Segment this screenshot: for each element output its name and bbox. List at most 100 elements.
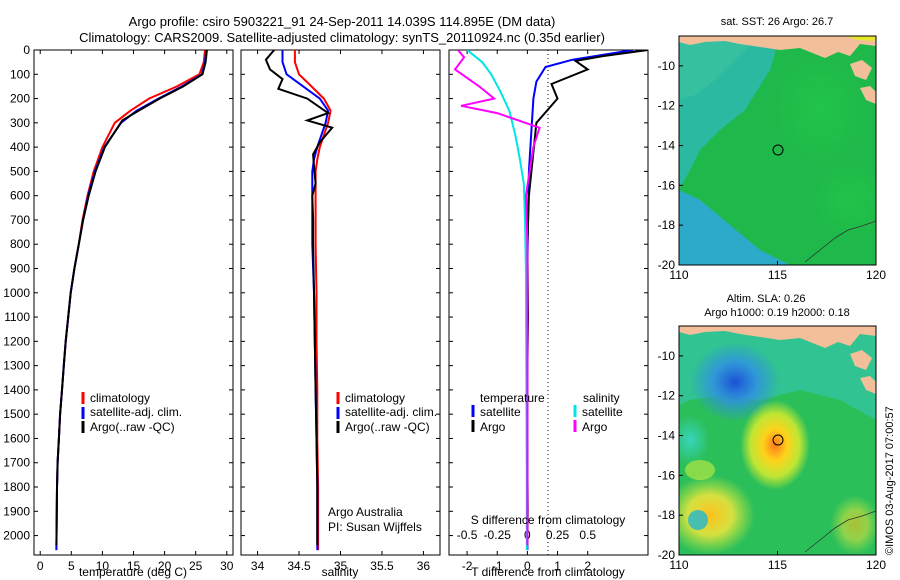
legend-temperature-title: temperature (480, 391, 545, 405)
temperature-panel: 0100200300400500600700800900100011001200… (3, 43, 233, 579)
figure-title: Argo profile: csiro 5903221_91 24-Sep-20… (129, 14, 556, 29)
depth-tick-label: 200 (10, 92, 30, 106)
x-tick-label: 10 (96, 559, 110, 573)
series-line-satellite-adj-clim- (55, 50, 208, 551)
lat-tick-label: -10 (658, 349, 676, 363)
legend-argo: Argo(..raw -QC) (345, 420, 430, 434)
x-tick-label: 35 (334, 559, 348, 573)
argo-position-marker (772, 434, 784, 446)
lon-tick-label: 110 (669, 268, 688, 282)
salinity-axis: 34 34.5 35 35.5 36 (251, 50, 430, 573)
depth-tick-label: 1200 (3, 334, 30, 348)
x-tick-label: 25 (189, 559, 203, 573)
s-difference-tick-label: -0.5 (457, 528, 478, 542)
temperature-legend: climatology satellite-adj. clim. Argo(..… (81, 391, 182, 434)
figure-subtitle: Climatology: CARS2009. Satellite-adjuste… (79, 30, 605, 45)
lon-tick-label: 120 (866, 558, 886, 572)
sla-map-title: Altim. SLA: 0.26 (727, 293, 806, 305)
series-line-temperature-argo (526, 50, 648, 546)
depth-tick-label: 2000 (3, 529, 30, 543)
x-tick-label: 34.5 (287, 559, 311, 573)
lon-tick-label: 115 (768, 268, 787, 282)
s-difference-tick-label: 0.25 (546, 528, 570, 542)
lat-tick-label: -12 (658, 389, 676, 403)
x-tick-label: 35.5 (370, 559, 394, 573)
x-tick-label: 30 (220, 559, 234, 573)
depth-tick-label: 0 (23, 43, 30, 57)
x-tick-label: 1 (554, 559, 561, 573)
lat-tick-label: -20 (658, 548, 676, 562)
depth-tick-label: 1400 (3, 383, 30, 397)
t-difference-axis: -2 -1 0 1 2 (462, 50, 591, 573)
depth-tick-label: 300 (10, 116, 30, 130)
salinity-axis-label: salinity (322, 565, 359, 579)
depth-tick-label: 1300 (3, 359, 30, 373)
legend-s-satellite: satellite (582, 405, 623, 419)
depth-tick-label: 1000 (3, 286, 30, 300)
lat-tick-label: -20 (658, 258, 676, 272)
legend-satellite-adj: satellite-adj. clim. (90, 405, 182, 419)
sst-map-title: sat. SST: 26 Argo: 26.7 (721, 16, 834, 28)
legend-climatology: climatology (345, 391, 405, 405)
x-tick-label: 20 (158, 559, 172, 573)
x-tick-label: -2 (462, 559, 473, 573)
x-tick-label: 2 (584, 559, 591, 573)
x-tick-label: 0 (37, 559, 44, 573)
annotation-argo-australia: Argo Australia (328, 505, 403, 519)
x-tick-label: 34 (251, 559, 265, 573)
lat-tick-label: -10 (658, 59, 676, 73)
temperature-axis: 0 5 10 15 20 25 30 (37, 50, 234, 573)
depth-tick-label: 1100 (4, 310, 30, 324)
annotation-pi: PI: Susan Wijffels (328, 520, 422, 534)
lon-tick-label: 120 (866, 268, 886, 282)
argo-position-marker (772, 144, 784, 156)
series-line-climatology (55, 50, 206, 551)
difference-legend: temperature salinity satellite Argo sate… (471, 391, 623, 434)
depth-tick-label: 500 (10, 164, 30, 178)
lat-tick-label: -14 (658, 429, 676, 443)
depth-tick-label: 1800 (3, 480, 30, 494)
sst-map: sat. SST: 26 Argo: 26.7 110 115 120 -10 -12 -… (658, 16, 887, 282)
depth-tick-label: 1700 (3, 456, 30, 470)
lat-tick-label: -12 (658, 99, 676, 113)
t-difference-label: T difference from climatology (471, 565, 625, 579)
depth-tick-label: 100 (10, 67, 30, 81)
lon-tick-label: 110 (669, 558, 688, 572)
s-difference-tick-label: -0.25 (484, 528, 512, 542)
lat-tick-label: -14 (658, 139, 676, 153)
legend-s-argo: Argo (582, 420, 608, 434)
lat-tick-label: -18 (658, 218, 676, 232)
sla-map: Altim. SLA: 0.26 Argo h1000: 0.19 h2000:… (658, 293, 887, 572)
sla-map-subtitle: Argo h1000: 0.19 h2000: 0.18 (704, 307, 850, 319)
s-difference-tick-label: 0.5 (579, 528, 596, 542)
imos-credit: ©IMOS 03-Aug-2017 07:00:57 (884, 406, 896, 555)
lon-tick-label: 115 (768, 558, 787, 572)
temperature-axis-label: temperature (deg C) (79, 565, 187, 579)
x-tick-label: 5 (68, 559, 75, 573)
legend-climatology: climatology (90, 391, 150, 405)
salinity-legend: climatology satellite-adj. clim. Argo(..… (336, 391, 437, 434)
series-line-temperature-satellite (526, 50, 634, 551)
x-tick-label: 0 (524, 559, 531, 573)
legend-satellite-adj: satellite-adj. clim. (345, 405, 437, 419)
series-line-salinity-argo (453, 50, 541, 546)
series-line-argo-raw-qc- (55, 50, 208, 546)
legend-t-satellite: satellite (480, 405, 521, 419)
x-tick-label: 15 (127, 559, 141, 573)
lat-tick-label: -16 (658, 178, 676, 192)
depth-tick-label: 400 (10, 140, 30, 154)
depth-tick-label: 1900 (3, 504, 30, 518)
depth-tick-label: 900 (10, 262, 30, 276)
salinity-panel: 34 34.5 35 35.5 36 salinity climatology sate… (240, 49, 441, 579)
depth-tick-label: 800 (10, 237, 30, 251)
depth-tick-label: 1600 (3, 431, 30, 445)
lat-tick-label: -18 (658, 508, 676, 522)
depth-tick-label: 700 (10, 213, 30, 227)
series-line-salinity-satellite (466, 50, 528, 551)
s-difference-label: S difference from climatology (471, 513, 626, 527)
legend-argo: Argo(..raw -QC) (90, 420, 175, 434)
series-line-argo-raw-qc- (264, 50, 334, 546)
x-tick-label: -1 (492, 559, 503, 573)
depth-tick-label: 1500 (3, 407, 30, 421)
